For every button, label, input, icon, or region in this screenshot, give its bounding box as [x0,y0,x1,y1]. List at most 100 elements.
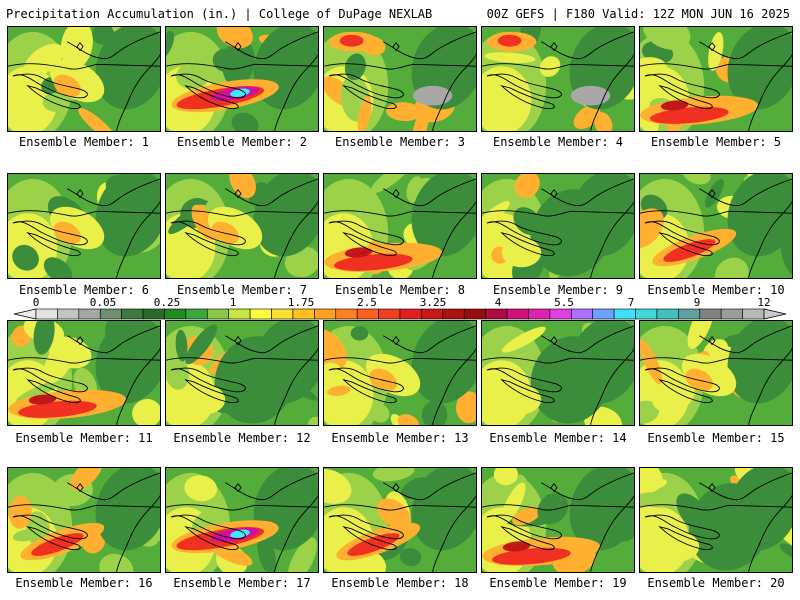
ensemble-member-label: Ensemble Member: 19 [489,576,627,590]
colorbar-swatch [249,308,272,320]
ensemble-member-map [639,320,793,426]
ensemble-member-label: Ensemble Member: 1 [18,135,150,149]
colorbar-swatch [228,308,251,320]
ensemble-member-label: Ensemble Member: 11 [15,431,153,445]
ensemble-member-map [323,320,477,426]
colorbar-swatch [549,308,572,320]
ensemble-member-label: Ensemble Member: 17 [173,576,311,590]
colorbar-tick-label: 0 [32,296,40,309]
colorbar-swatch [421,308,444,320]
colorbar-swatch [656,308,679,320]
colorbar-high-arrow [763,308,787,320]
colorbar-tick-label: 7 [627,296,635,309]
colorbar-swatch [206,308,230,320]
precip-map-image [482,27,634,131]
colorbar-swatch [699,308,722,320]
colorbar-tick-label: 12 [757,296,771,309]
colorbar-swatch [164,308,187,320]
precip-map-image [8,468,160,572]
header: Precipitation Accumulation (in.) | Colle… [0,0,800,24]
precip-map-image [166,27,318,131]
colorbar-swatch [570,308,594,320]
colorbar-swatch [635,308,658,320]
colorbar-swatch [121,308,144,320]
colorbar-tick-label: 2.5 [357,296,377,309]
precip-map-image [640,468,792,572]
colorbar-strip [13,308,787,320]
ensemble-member-map [481,173,635,279]
ensemble-member-label: Ensemble Member: 4 [492,135,624,149]
ensemble-member-label: Ensemble Member: 5 [650,135,782,149]
colorbar-swatch [185,308,208,320]
colorbar-swatch [335,308,358,320]
precip-map-image [166,174,318,278]
colorbar-tick-labels: 0 0.05 0.25 1 1.75 2.5 3.25 4 5.5 7 9 12 [0,296,800,309]
ensemble-member-label: Ensemble Member: 10 [647,283,785,297]
ensemble-member-map [323,173,477,279]
colorbar-tick-label: 5.5 [554,296,574,309]
colorbar-tick-label: 4 [494,296,502,309]
precip-map-image [166,321,318,425]
ensemble-member-label: Ensemble Member: 12 [173,431,311,445]
colorbar-swatch [78,308,101,320]
ensemble-member-label: Ensemble Member: 7 [176,283,308,297]
ensemble-member-map [481,467,635,573]
ensemble-member-label: Ensemble Member: 15 [647,431,785,445]
precip-map-image [324,468,476,572]
colorbar-swatch [57,308,80,320]
ensemble-member-map [639,26,793,132]
colorbar-swatch [142,308,165,320]
precip-map-image [640,174,792,278]
colorbar-swatch [99,308,122,320]
colorbar-swatch [678,308,701,320]
ensemble-member-map [323,26,477,132]
colorbar-swatch [720,308,743,320]
colorbar-swatch [378,308,401,320]
run-valid-time: 00Z GEFS | F180 Valid: 12Z MON JUN 16 20… [486,7,790,21]
colorbar-swatch [314,308,337,320]
colorbar-swatch [35,308,58,320]
colorbar-swatch [485,308,508,320]
colorbar-tick-label: 9 [693,296,701,309]
colorbar-swatch [528,308,551,320]
colorbar-swatch [463,308,486,320]
ensemble-member-label: Ensemble Member: 3 [334,135,466,149]
precip-map-image [8,174,160,278]
colorbar-swatch [742,308,765,320]
ensemble-member-label: Ensemble Member: 2 [176,135,308,149]
colorbar-tick-label: 0.05 [89,296,117,309]
ensemble-member-label: Ensemble Member: 6 [18,283,150,297]
ensemble-member-map [165,173,319,279]
ensemble-member-map [639,173,793,279]
precip-map-image [640,321,792,425]
precip-map-image [324,321,476,425]
ensemble-member-map [7,467,161,573]
colorbar-swatch [292,308,315,320]
colorbar-swatch [613,308,636,320]
ensemble-member-map [7,320,161,426]
map-title: Precipitation Accumulation (in.) | Colle… [6,7,433,21]
ensemble-member-label: Ensemble Member: 8 [334,283,466,297]
ensemble-member-label: Ensemble Member: 20 [647,576,785,590]
precip-map-image [8,321,160,425]
precip-map-image [166,468,318,572]
ensemble-member-map [481,320,635,426]
colorbar-tick-label: 3.25 [419,296,447,309]
precip-map-image [482,321,634,425]
precip-map-image [8,27,160,131]
ensemble-member-label: Ensemble Member: 9 [492,283,624,297]
precip-colorbar: 0 0.05 0.25 1 1.75 2.5 3.25 4 5.5 7 9 12 [0,296,800,320]
ensemble-member-map [481,26,635,132]
ensemble-member-label: Ensemble Member: 16 [15,576,153,590]
precip-map-image [640,27,792,131]
colorbar-low-arrow [13,308,37,320]
ensemble-member-label: Ensemble Member: 18 [331,576,469,590]
ensemble-member-label: Ensemble Member: 13 [331,431,469,445]
colorbar-swatch [399,308,422,320]
ensemble-member-map [7,173,161,279]
ensemble-member-label: Ensemble Member: 14 [489,431,627,445]
ensemble-member-map [165,26,319,132]
precip-map-image [482,174,634,278]
ensemble-member-map [165,320,319,426]
colorbar-swatch [442,308,465,320]
